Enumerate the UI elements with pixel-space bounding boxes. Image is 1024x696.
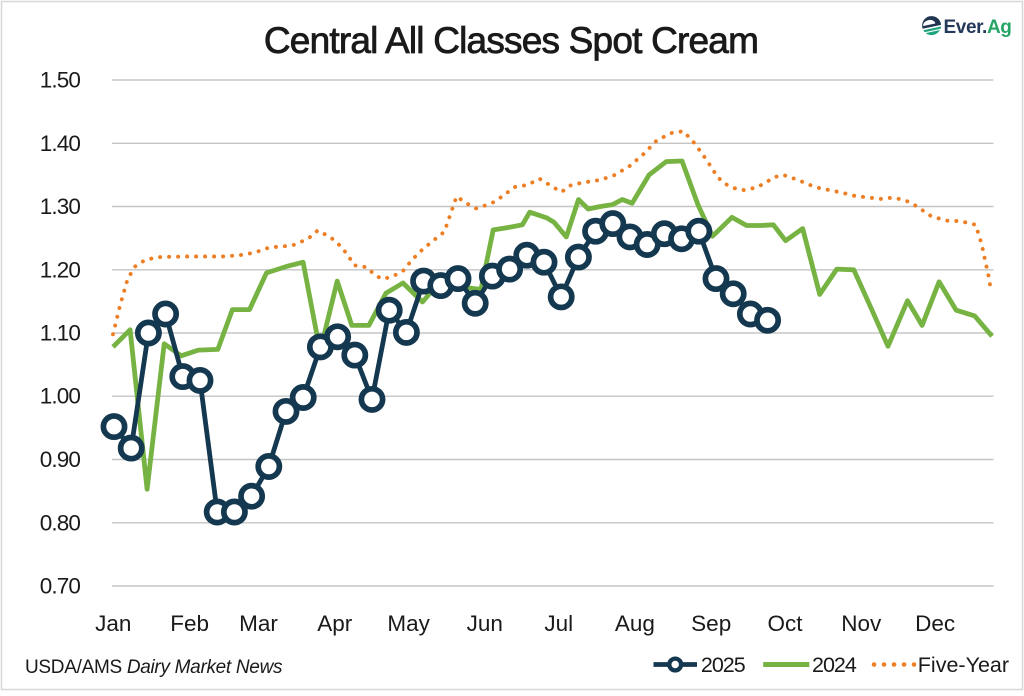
svg-text:1.20: 1.20 <box>40 257 81 282</box>
svg-text:0.80: 0.80 <box>40 510 81 535</box>
svg-text:1.10: 1.10 <box>40 321 81 346</box>
svg-text:Feb: Feb <box>170 611 209 636</box>
svg-text:1.40: 1.40 <box>40 131 81 156</box>
svg-text:Apr: Apr <box>317 611 353 636</box>
svg-text:USDA/AMS Dairy Market News: USDA/AMS Dairy Market News <box>25 657 283 678</box>
svg-text:0.70: 0.70 <box>40 574 81 599</box>
svg-text:1.50: 1.50 <box>40 68 81 93</box>
svg-text:Five-Year: Five-Year <box>918 653 1009 677</box>
svg-text:Mar: Mar <box>239 611 278 636</box>
svg-text:Jan: Jan <box>95 611 131 636</box>
svg-text:Dec: Dec <box>915 611 955 636</box>
svg-text:0.90: 0.90 <box>40 447 81 472</box>
svg-text:2024: 2024 <box>812 653 857 677</box>
svg-text:Oct: Oct <box>767 611 803 636</box>
svg-text:Nov: Nov <box>841 611 882 636</box>
svg-text:Central All Classes Spot Cream: Central All Classes Spot Cream <box>264 20 758 61</box>
svg-text:Jun: Jun <box>467 611 503 636</box>
svg-text:Aug: Aug <box>615 611 655 636</box>
svg-text:May: May <box>387 611 430 636</box>
svg-text:2025: 2025 <box>701 653 746 677</box>
svg-text:Sep: Sep <box>691 611 731 636</box>
svg-text:1.30: 1.30 <box>40 194 81 219</box>
svg-text:1.00: 1.00 <box>40 384 81 409</box>
svg-text:Ever.Ag: Ever.Ag <box>944 17 1012 38</box>
svg-text:Jul: Jul <box>544 611 573 636</box>
